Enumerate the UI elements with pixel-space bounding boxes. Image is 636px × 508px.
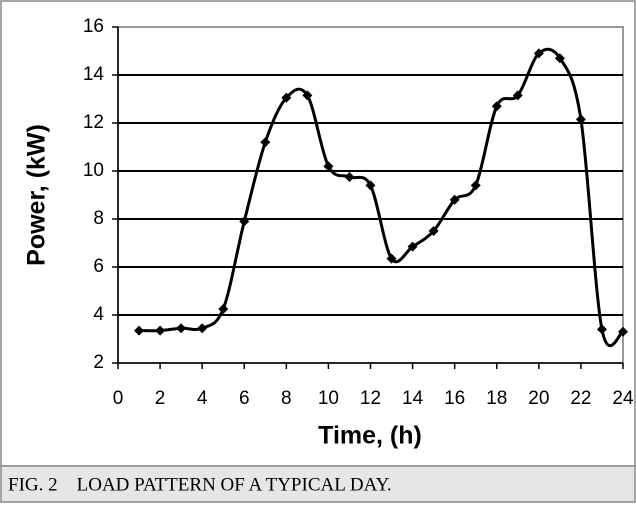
- x-tick-label: 18: [486, 388, 507, 409]
- x-tick-label: 2: [155, 388, 166, 409]
- data-point: [218, 304, 229, 314]
- x-tick-label: 20: [528, 388, 549, 409]
- caption: FIG. 2 LOAD PATTERN OF A TYPICAL DAY.: [8, 474, 392, 495]
- x-tick-label: 4: [197, 388, 208, 409]
- data-point: [533, 48, 544, 59]
- data-point: [260, 137, 271, 148]
- y-tick-label: 6: [93, 256, 104, 277]
- data-point: [618, 326, 628, 337]
- data-point: [155, 325, 166, 336]
- y-tick-label: 10: [83, 160, 104, 181]
- y-tick-label: 8: [93, 208, 104, 229]
- y-tick-label: 4: [93, 304, 104, 325]
- data-point: [344, 172, 355, 182]
- x-tick-label: 14: [402, 388, 424, 409]
- data-point: [176, 323, 187, 334]
- x-tick-label: 10: [318, 388, 339, 409]
- data-point: [239, 216, 250, 227]
- data-point: [407, 241, 418, 252]
- data-point: [554, 53, 565, 64]
- data-point: [386, 253, 397, 264]
- data-point: [449, 194, 460, 205]
- x-tick-label: 0: [113, 388, 124, 409]
- y-tick-label: 16: [83, 16, 104, 37]
- data-point: [512, 90, 523, 101]
- y-tick-label: 12: [83, 112, 104, 133]
- data-point: [470, 180, 481, 191]
- x-tick-label: 12: [360, 388, 381, 409]
- data-point: [365, 180, 376, 191]
- x-tick-label: 6: [239, 388, 250, 409]
- data-point: [302, 90, 313, 101]
- data-point: [323, 161, 334, 172]
- data-point: [491, 101, 502, 112]
- x-tick-label: 16: [444, 388, 465, 409]
- y-tick-label: 14: [83, 64, 105, 85]
- data-point: [575, 114, 586, 125]
- y-axis-label: Power, (kW): [23, 124, 51, 266]
- data-point: [596, 324, 607, 335]
- x-tick-label: 8: [281, 388, 292, 409]
- y-tick-label: 2: [93, 352, 104, 373]
- caption-box: [0, 465, 636, 503]
- x-axis-label: Time, (h): [318, 422, 422, 450]
- data-point: [134, 325, 145, 336]
- data-point: [428, 226, 439, 236]
- data-point: [281, 92, 292, 103]
- data-point: [197, 323, 208, 334]
- x-tick-label: 24: [612, 388, 634, 409]
- chart-frame: [0, 0, 636, 467]
- x-tick-label: 22: [570, 388, 591, 409]
